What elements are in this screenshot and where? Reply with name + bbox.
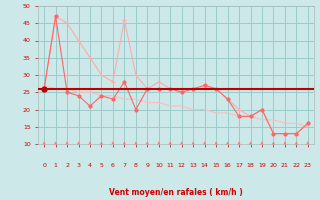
X-axis label: Vent moyen/en rafales ( km/h ): Vent moyen/en rafales ( km/h ) [109,188,243,197]
